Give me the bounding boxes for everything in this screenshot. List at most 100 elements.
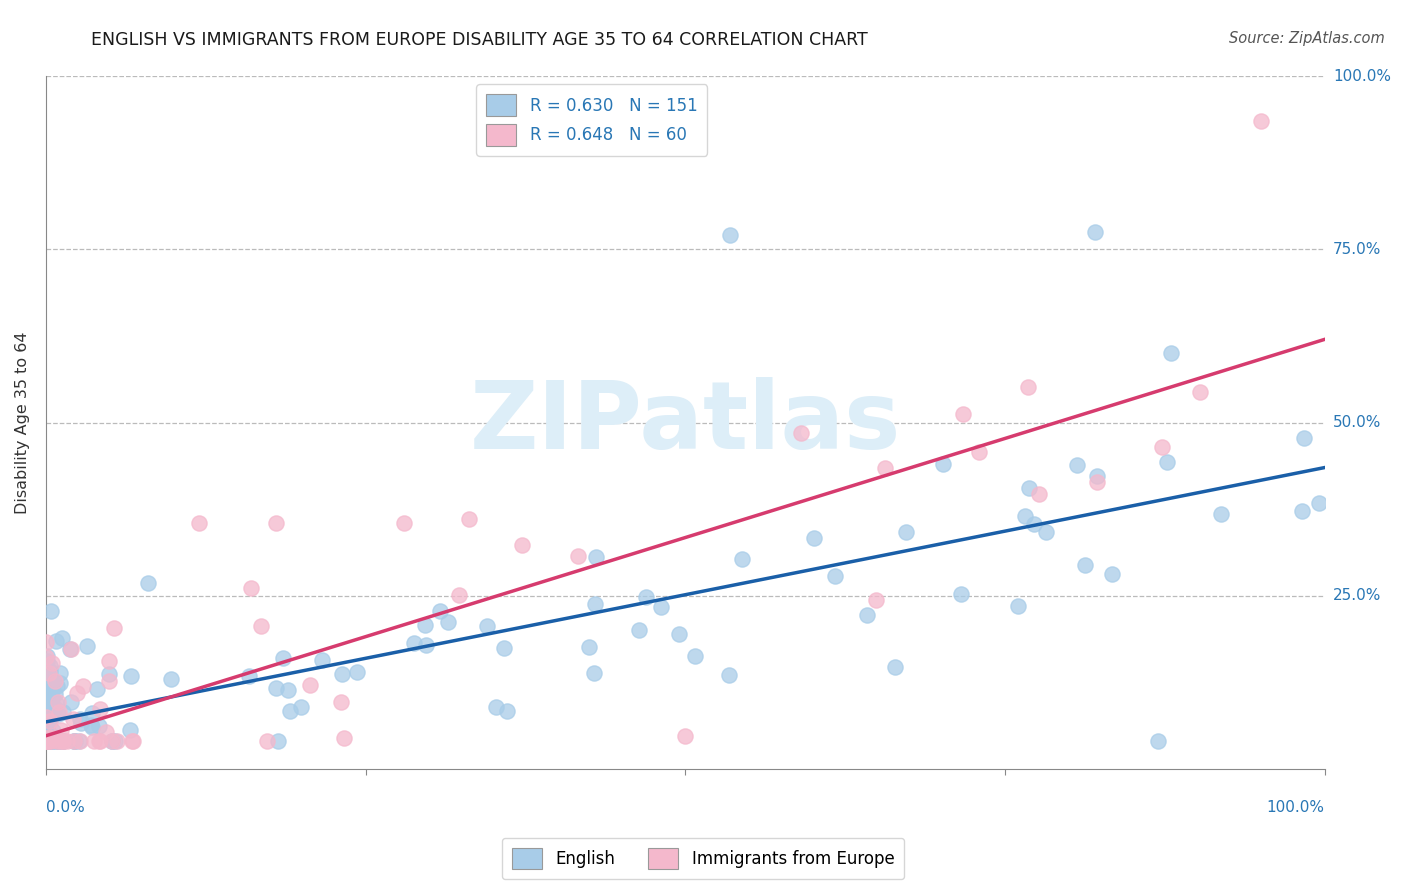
Point: [46, 707, 69, 722]
Point: [44, 674, 66, 689]
Text: 0.0%: 0.0%: [46, 799, 84, 814]
Point: [45, 634, 67, 648]
Point: [583, 597, 606, 611]
Point: [101, 734, 124, 748]
Point: [49, 675, 72, 690]
Point: [437, 615, 460, 629]
Point: [46, 734, 69, 748]
Point: [239, 581, 262, 595]
Point: [69, 712, 91, 726]
Point: [35, 654, 58, 668]
Point: [256, 734, 278, 748]
Point: [39, 730, 62, 744]
Point: [1017, 380, 1039, 394]
Point: [1007, 599, 1029, 614]
Point: [63, 734, 86, 748]
Point: [38, 727, 60, 741]
Point: [42, 734, 65, 748]
Point: [333, 731, 356, 745]
Point: [415, 638, 437, 652]
Point: [37, 667, 59, 681]
Point: [65, 734, 87, 748]
Point: [70, 716, 93, 731]
Point: [38, 731, 60, 745]
Point: [51, 632, 73, 646]
Point: [79, 718, 101, 732]
Point: [238, 669, 260, 683]
Point: [35, 681, 58, 695]
Point: [42, 723, 65, 738]
Text: 50.0%: 50.0%: [1333, 415, 1381, 430]
Point: [98, 667, 121, 681]
Point: [35, 730, 58, 744]
Text: 100.0%: 100.0%: [1267, 799, 1324, 814]
Point: [35, 734, 58, 748]
Point: [52, 706, 75, 720]
Point: [35, 693, 58, 707]
Point: [264, 681, 287, 696]
Point: [578, 640, 600, 654]
Point: [790, 425, 813, 440]
Point: [346, 665, 368, 679]
Point: [1294, 431, 1316, 445]
Point: [35, 734, 58, 748]
Point: [884, 659, 907, 673]
Point: [39, 734, 62, 748]
Point: [38, 734, 60, 748]
Point: [46, 695, 69, 709]
Point: [101, 734, 124, 748]
Point: [875, 461, 897, 475]
Point: [35, 734, 58, 748]
Point: [159, 672, 181, 686]
Point: [731, 552, 754, 566]
Point: [250, 619, 273, 633]
Point: [583, 665, 606, 680]
Point: [329, 695, 352, 709]
Point: [76, 639, 98, 653]
Point: [51, 734, 73, 748]
Point: [38, 712, 60, 726]
Point: [52, 734, 75, 748]
Point: [1156, 455, 1178, 469]
Point: [38, 707, 60, 722]
Point: [1028, 487, 1050, 501]
Point: [824, 569, 846, 583]
Point: [35, 694, 58, 708]
Point: [1152, 441, 1174, 455]
Point: [1074, 558, 1097, 572]
Point: [39, 710, 62, 724]
Point: [1308, 496, 1330, 510]
Point: [98, 654, 121, 668]
Point: [1022, 516, 1045, 531]
Point: [37, 695, 59, 709]
Point: [101, 734, 124, 748]
Point: [35, 716, 58, 731]
Y-axis label: Disability Age 35 to 64: Disability Age 35 to 64: [15, 331, 30, 514]
Point: [55, 734, 77, 748]
Point: [83, 734, 105, 748]
Point: [1083, 225, 1105, 239]
Point: [107, 734, 129, 748]
Point: [1160, 346, 1182, 360]
Point: [37, 734, 59, 748]
Point: [967, 444, 990, 458]
Point: [627, 623, 650, 637]
Point: [37, 734, 59, 748]
Point: [683, 648, 706, 663]
Text: 75.0%: 75.0%: [1333, 242, 1381, 257]
Point: [188, 516, 211, 530]
Point: [35, 718, 58, 732]
Text: 25.0%: 25.0%: [1333, 588, 1381, 603]
Point: [89, 734, 111, 748]
Point: [38, 699, 60, 714]
Point: [41, 671, 63, 685]
Point: [94, 725, 117, 739]
Point: [38, 666, 60, 681]
Point: [37, 734, 59, 748]
Point: [35, 666, 58, 681]
Point: [35, 648, 58, 663]
Point: [52, 734, 75, 748]
Point: [567, 549, 589, 563]
Point: [39, 605, 62, 619]
Point: [636, 590, 658, 604]
